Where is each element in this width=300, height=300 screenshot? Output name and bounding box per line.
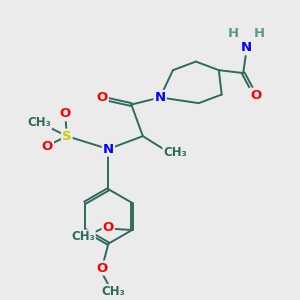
Text: N: N xyxy=(154,91,166,104)
Text: H: H xyxy=(228,27,239,40)
Text: O: O xyxy=(103,221,114,234)
Text: O: O xyxy=(60,107,71,120)
Text: O: O xyxy=(97,91,108,104)
Text: S: S xyxy=(62,130,72,142)
Text: O: O xyxy=(250,88,261,102)
Text: N: N xyxy=(241,41,252,54)
Text: N: N xyxy=(103,142,114,155)
Text: CH₃: CH₃ xyxy=(28,116,52,129)
Text: CH₃: CH₃ xyxy=(71,230,95,243)
Text: O: O xyxy=(42,140,53,153)
Text: CH₃: CH₃ xyxy=(163,146,187,159)
Text: H: H xyxy=(254,27,265,40)
Text: CH₃: CH₃ xyxy=(102,284,125,298)
Text: O: O xyxy=(97,262,108,275)
